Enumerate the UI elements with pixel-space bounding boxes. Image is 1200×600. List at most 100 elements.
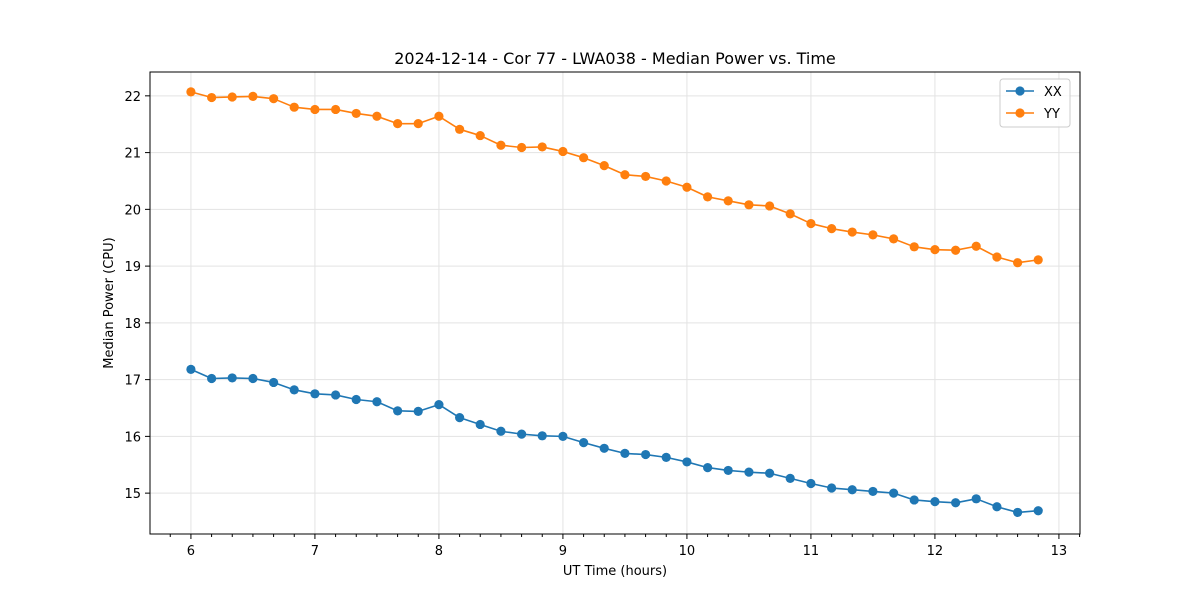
data-point-yy — [558, 146, 568, 157]
data-point-yy — [496, 140, 506, 150]
data-point-yy — [351, 108, 361, 119]
y-tick-label: 18 — [124, 317, 141, 332]
data-point-xx — [289, 385, 299, 395]
data-point-xx — [1033, 506, 1043, 516]
data-point-xx — [558, 431, 568, 441]
data-point-yy — [1013, 258, 1023, 268]
data-point-xx — [744, 467, 754, 477]
data-point-xx — [393, 406, 403, 416]
data-point-yy — [331, 104, 341, 115]
data-point-xx — [537, 431, 547, 441]
x-tick-label: 8 — [435, 544, 443, 559]
legend-label-xx: XX — [1044, 85, 1062, 100]
y-tick-label: 20 — [124, 203, 141, 218]
legend-marker-yy — [1015, 108, 1025, 118]
data-point-xx — [496, 426, 506, 436]
y-tick-label: 16 — [124, 430, 141, 445]
data-point-yy — [1033, 255, 1043, 265]
data-point-xx — [930, 497, 940, 507]
data-point-xx — [703, 462, 713, 473]
chart-title: 2024-12-14 - Cor 77 - LWA038 - Median Po… — [394, 49, 836, 68]
data-point-yy — [661, 176, 671, 186]
data-point-xx — [868, 486, 878, 497]
x-axis: 6 7 8 9 10 11 12 13 — [169, 534, 1081, 559]
series-xx — [186, 364, 1043, 518]
data-point-yy — [434, 111, 444, 121]
data-point-yy — [868, 230, 878, 240]
data-point-yy — [744, 200, 754, 210]
data-point-yy — [889, 234, 899, 244]
data-point-yy — [785, 209, 795, 219]
data-point-xx — [227, 373, 237, 383]
data-point-yy — [765, 201, 775, 211]
data-point-xx — [455, 413, 465, 423]
x-tick-label: 11 — [803, 544, 820, 559]
x-tick-label: 6 — [187, 544, 195, 559]
data-point-xx — [641, 449, 651, 460]
data-point-xx — [413, 406, 423, 417]
x-tick-label: 9 — [559, 544, 567, 559]
data-point-yy — [827, 224, 837, 234]
data-point-yy — [475, 130, 485, 141]
data-point-yy — [289, 102, 299, 112]
data-point-yy — [847, 227, 857, 237]
data-point-xx — [951, 498, 961, 508]
data-point-xx — [847, 485, 857, 495]
data-point-xx — [723, 465, 733, 476]
x-tick-label: 10 — [679, 544, 696, 559]
y-axis-title: Median Power (CPU) — [102, 237, 117, 368]
data-point-xx — [434, 399, 444, 410]
data-point-xx — [517, 429, 527, 439]
x-tick-label: 12 — [927, 544, 944, 559]
data-point-yy — [703, 192, 713, 202]
data-point-xx — [827, 483, 837, 493]
x-axis-title: UT Time (hours) — [563, 564, 667, 579]
legend: XX YY — [999, 78, 1071, 128]
data-point-yy — [517, 142, 527, 153]
data-point-yy — [413, 119, 423, 129]
data-point-yy — [269, 94, 279, 104]
x-tick-label: 7 — [311, 544, 319, 559]
data-point-yy — [723, 196, 733, 206]
data-point-xx — [579, 438, 589, 448]
y-tick-label: 15 — [124, 487, 141, 502]
data-point-yy — [599, 161, 609, 171]
data-point-xx — [310, 389, 320, 399]
y-tick-label: 21 — [124, 147, 141, 162]
series-layer — [186, 87, 1043, 518]
data-point-xx — [475, 419, 485, 430]
data-point-xx — [889, 488, 899, 498]
data-point-yy — [207, 92, 217, 103]
data-point-xx — [661, 452, 671, 462]
data-point-yy — [455, 124, 465, 134]
data-point-yy — [227, 92, 237, 102]
data-point-xx — [269, 377, 279, 388]
data-point-yy — [579, 153, 589, 163]
data-point-yy — [806, 218, 816, 229]
data-point-yy — [992, 252, 1002, 262]
x-tick-label: 13 — [1051, 544, 1068, 559]
data-point-yy — [186, 87, 196, 97]
grid — [150, 72, 1080, 534]
y-tick-label: 22 — [124, 90, 141, 105]
data-point-xx — [331, 390, 341, 400]
data-point-xx — [599, 443, 609, 453]
series-yy — [186, 87, 1043, 268]
data-point-yy — [372, 111, 382, 121]
data-point-yy — [971, 241, 981, 251]
data-point-xx — [806, 478, 816, 489]
data-point-yy — [537, 142, 547, 152]
data-point-xx — [186, 364, 196, 375]
data-point-xx — [992, 502, 1002, 512]
data-point-xx — [207, 373, 217, 384]
data-point-xx — [909, 495, 919, 505]
legend-marker-xx — [1015, 86, 1025, 96]
data-point-xx — [682, 457, 692, 467]
data-point-yy — [951, 245, 961, 255]
data-point-xx — [765, 468, 775, 478]
data-point-xx — [351, 394, 361, 405]
data-point-yy — [682, 182, 692, 192]
data-point-yy — [930, 245, 940, 255]
y-tick-label: 17 — [124, 374, 141, 389]
